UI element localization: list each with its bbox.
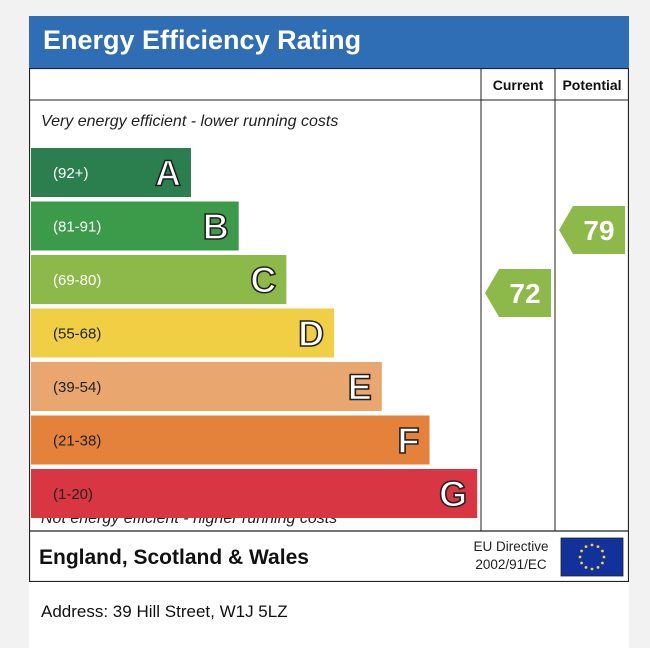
band-bar-e bbox=[31, 362, 382, 411]
potential-rating-value: 79 bbox=[583, 215, 614, 246]
band-letter-a: A bbox=[155, 153, 181, 194]
region-label: England, Scotland & Wales bbox=[39, 546, 309, 569]
band-bar-a bbox=[31, 148, 191, 197]
eu-flag-star bbox=[596, 545, 600, 549]
eu-flag-star bbox=[578, 555, 582, 559]
band-bar-f bbox=[31, 415, 430, 465]
band-letter-e: E bbox=[348, 367, 372, 408]
band-bar-c bbox=[31, 255, 287, 304]
band-range-g: (1-20) bbox=[53, 486, 93, 503]
chart-frame bbox=[29, 68, 629, 582]
directive-line-1: EU Directive bbox=[473, 539, 548, 554]
band-range-d: (55-68) bbox=[53, 326, 101, 343]
band-range-e: (39-54) bbox=[53, 379, 101, 396]
eu-flag-star bbox=[596, 565, 600, 569]
eu-flag-star bbox=[590, 567, 594, 571]
epc-chart-svg: Current Potential Very energy efficient - … bbox=[29, 68, 629, 582]
property-address: Address: 39 Hill Street, W1J 5LZ bbox=[41, 602, 288, 621]
potential-rating-arrow bbox=[559, 206, 625, 254]
band-bar-b bbox=[31, 201, 239, 251]
eu-flag-star bbox=[584, 565, 588, 569]
eu-flag-star bbox=[584, 545, 588, 549]
eu-flag-star bbox=[580, 549, 584, 553]
top-efficiency-note: Very energy efficient - lower running co… bbox=[41, 113, 338, 130]
title-bar: Energy Efficiency Rating bbox=[29, 16, 629, 68]
band-range-f: (21-38) bbox=[53, 433, 101, 450]
band-bar-g bbox=[31, 469, 478, 518]
eu-flag-star bbox=[602, 555, 606, 559]
band-letter-f: F bbox=[398, 420, 420, 461]
epc-card: Energy Efficiency Rating Current Potentia… bbox=[29, 16, 629, 648]
band-range-b: (81-91) bbox=[53, 219, 101, 236]
eu-flag-star bbox=[600, 561, 604, 565]
current-rating-value: 72 bbox=[509, 278, 540, 309]
band-letter-g: G bbox=[439, 474, 467, 515]
eu-flag-star bbox=[580, 561, 584, 565]
eu-flag-star bbox=[600, 549, 604, 553]
band-bar-d bbox=[31, 308, 335, 358]
directive-line-2: 2002/91/EC bbox=[475, 557, 547, 572]
band-letter-d: D bbox=[298, 313, 324, 354]
epc-chart: Current Potential Very energy efficient - … bbox=[29, 68, 629, 582]
band-letter-c: C bbox=[250, 260, 276, 301]
chart-title: Energy Efficiency Rating bbox=[43, 25, 362, 55]
band-range-c: (69-80) bbox=[53, 272, 101, 289]
potential-column-header: Potential bbox=[562, 77, 621, 93]
current-column-header: Current bbox=[493, 77, 544, 93]
band-range-a: (92+) bbox=[53, 165, 88, 182]
eu-flag-star bbox=[590, 543, 594, 547]
current-rating-arrow bbox=[485, 269, 551, 317]
band-letter-b: B bbox=[203, 206, 229, 247]
